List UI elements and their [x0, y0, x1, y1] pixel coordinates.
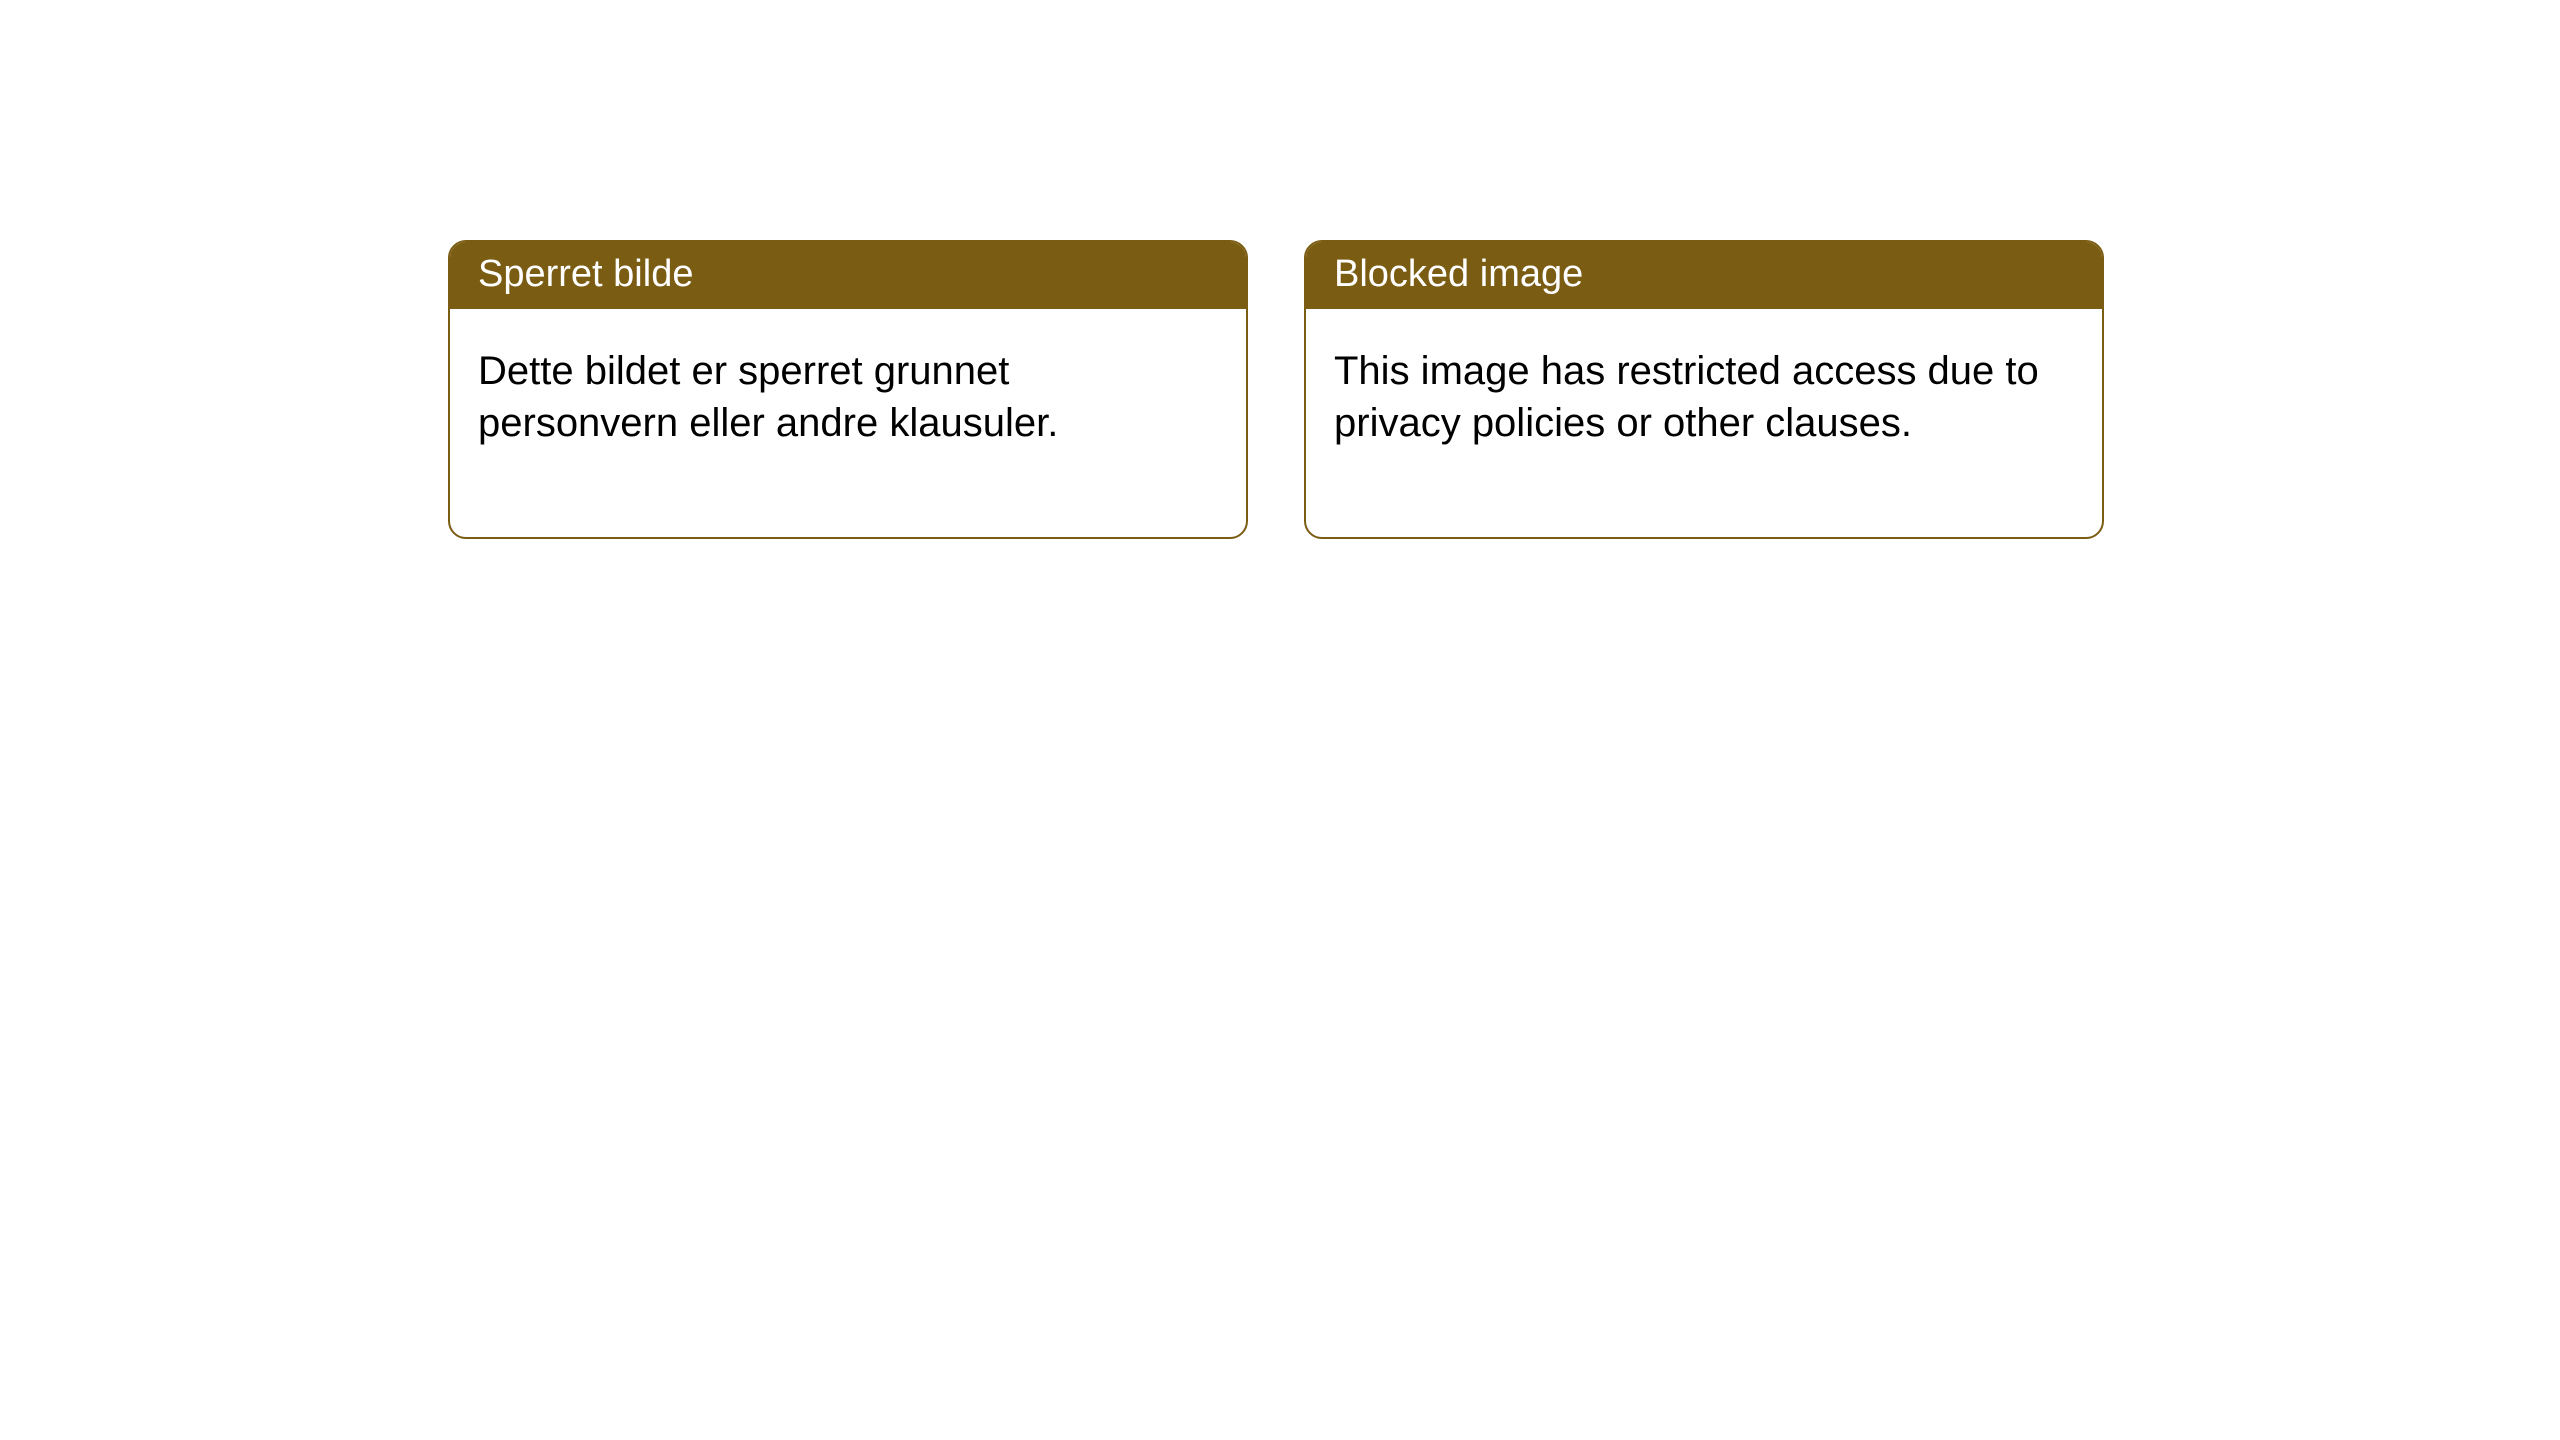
card-title: Sperret bilde	[478, 253, 693, 295]
notice-cards-container: Sperret bilde Dette bildet er sperret gr…	[448, 240, 2104, 539]
notice-card-english: Blocked image This image has restricted …	[1304, 240, 2104, 539]
card-body: Dette bildet er sperret grunnet personve…	[450, 309, 1246, 537]
card-header: Sperret bilde	[450, 242, 1246, 309]
notice-card-norwegian: Sperret bilde Dette bildet er sperret gr…	[448, 240, 1248, 539]
card-body-text: This image has restricted access due to …	[1334, 349, 2039, 445]
card-header: Blocked image	[1306, 242, 2102, 309]
card-title: Blocked image	[1334, 253, 1583, 295]
card-body: This image has restricted access due to …	[1306, 309, 2102, 537]
card-body-text: Dette bildet er sperret grunnet personve…	[478, 349, 1058, 445]
